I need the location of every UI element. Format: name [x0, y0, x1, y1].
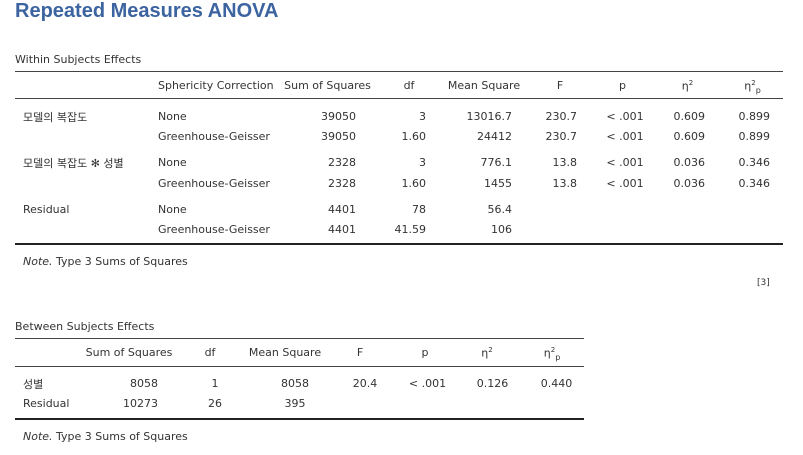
header-sum-of-squares: Sum of Squares	[284, 79, 371, 92]
ms-cell: 395	[284, 397, 306, 410]
reference-marker: [3]	[757, 278, 770, 288]
header-eta-squared: η2	[681, 79, 694, 93]
header-p: p	[619, 79, 626, 92]
df-cell: 3	[419, 156, 426, 169]
header-eta-squared: η2	[481, 346, 493, 360]
etap-cell: 0.899	[738, 130, 771, 143]
header-p: p	[421, 346, 429, 359]
header-sum-of-squares: Sum of Squares	[85, 346, 173, 359]
p-cell: < .001	[606, 130, 644, 143]
header-partial-eta-squared: η2p	[744, 79, 761, 95]
ms-cell: 8058	[281, 377, 309, 390]
etap-cell: 0.346	[738, 177, 771, 190]
df-cell: 1.60	[401, 177, 427, 190]
header-partial-eta-squared: η2p	[543, 346, 561, 362]
eta-cell: 0.126	[476, 377, 509, 390]
etap-cell: 0.440	[540, 377, 573, 390]
within-table-title: Within Subjects Effects	[15, 53, 142, 66]
within-note: Note. Type 3 Sums of Squares	[23, 255, 188, 268]
etap-cell: 0.899	[738, 110, 771, 123]
ss-cell: 39050	[321, 110, 356, 123]
f-cell: 20.4	[352, 377, 378, 390]
eta-cell: 0.036	[673, 177, 706, 190]
eta-cell: 0.609	[673, 110, 706, 123]
correction-cell: None	[158, 110, 187, 123]
correction-cell: None	[158, 203, 187, 216]
eta-cell: 0.609	[673, 130, 706, 143]
correction-cell: Greenhouse-Geisser	[158, 223, 270, 236]
within-header-rule	[15, 98, 783, 99]
effect-label: 성별	[23, 378, 44, 391]
header-f: F	[356, 346, 364, 359]
effect-label: 모델의 복잡도	[23, 111, 88, 124]
ms-cell: 24412	[477, 130, 512, 143]
header-df: df	[403, 79, 415, 92]
between-bottom-rule	[15, 418, 584, 420]
ss-cell: 4401	[328, 203, 356, 216]
correction-cell: None	[158, 156, 187, 169]
f-cell: 230.7	[545, 130, 578, 143]
f-cell: 13.8	[552, 156, 578, 169]
ss-cell: 2328	[328, 156, 356, 169]
header-sphericity: Sphericity Correction	[158, 79, 274, 92]
effect-label: 모델의 복잡도 ✻ 성별	[23, 157, 124, 170]
between-top-rule	[15, 338, 584, 339]
ss-cell: 4401	[328, 223, 356, 236]
header-mean-square: Mean Square	[447, 79, 521, 92]
ms-cell: 1455	[484, 177, 512, 190]
ss-cell: 2328	[328, 177, 356, 190]
header-mean-square: Mean Square	[248, 346, 322, 359]
eta-cell: 0.036	[673, 156, 706, 169]
ms-cell: 106	[491, 223, 512, 236]
correction-cell: Greenhouse-Geisser	[158, 177, 270, 190]
between-note: Note. Type 3 Sums of Squares	[23, 430, 188, 443]
p-cell: < .001	[606, 177, 644, 190]
f-cell: 230.7	[545, 110, 578, 123]
ms-cell: 13016.7	[466, 110, 513, 123]
between-table-title: Between Subjects Effects	[15, 320, 155, 333]
header-f: F	[556, 79, 564, 92]
ss-cell: 8058	[130, 377, 158, 390]
p-cell: < .001	[408, 377, 447, 390]
df-cell: 26	[208, 397, 222, 410]
ss-cell: 39050	[321, 130, 356, 143]
df-cell: 3	[419, 110, 426, 123]
page-title: Repeated Measures ANOVA	[15, 0, 279, 22]
df-cell: 1	[211, 377, 219, 390]
f-cell: 13.8	[552, 177, 578, 190]
ms-cell: 56.4	[487, 203, 513, 216]
df-cell: 1.60	[401, 130, 427, 143]
within-top-rule	[15, 71, 783, 72]
p-cell: < .001	[606, 110, 644, 123]
within-bottom-rule	[15, 243, 783, 245]
between-header-rule	[15, 366, 584, 367]
ss-cell: 10273	[123, 397, 158, 410]
ms-cell: 776.1	[480, 156, 513, 169]
header-df: df	[204, 346, 216, 359]
p-cell: < .001	[606, 156, 644, 169]
correction-cell: Greenhouse-Geisser	[158, 130, 270, 143]
df-cell: 78	[412, 203, 426, 216]
effect-label: Residual	[23, 203, 70, 216]
etap-cell: 0.346	[738, 156, 771, 169]
df-cell: 41.59	[394, 223, 427, 236]
effect-label: Residual	[23, 397, 70, 410]
